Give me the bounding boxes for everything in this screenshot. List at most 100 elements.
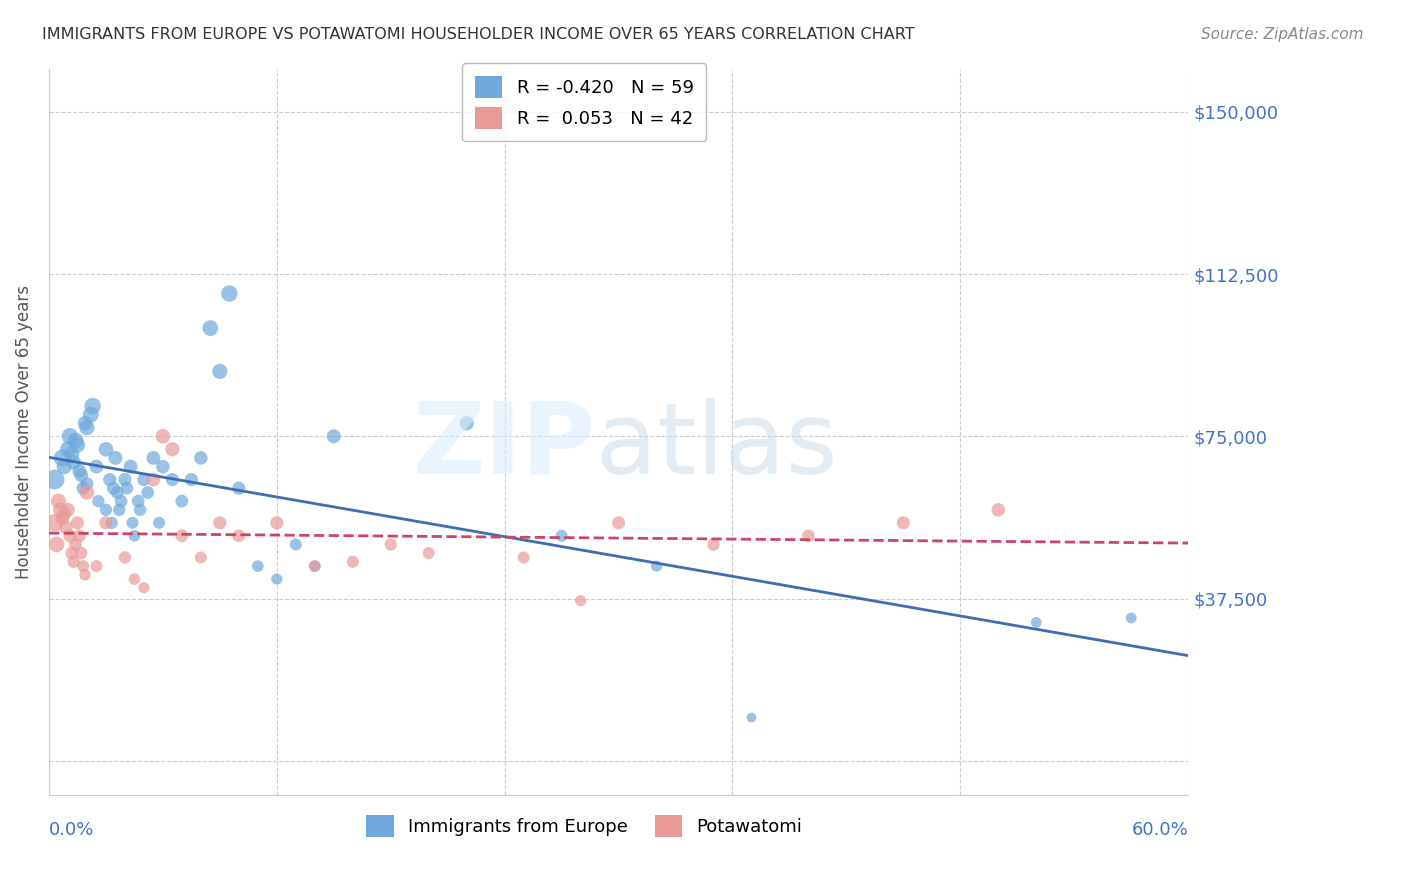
Point	[987, 503, 1010, 517]
Point	[893, 516, 915, 530]
Point	[200, 321, 222, 335]
Point	[121, 516, 143, 530]
Point	[70, 468, 93, 483]
Point	[162, 473, 184, 487]
Point	[44, 516, 66, 530]
Point	[94, 442, 117, 457]
Point	[180, 473, 202, 487]
Point	[56, 503, 79, 517]
Point	[45, 537, 67, 551]
Point	[73, 567, 96, 582]
Point	[76, 420, 98, 434]
Point	[266, 516, 288, 530]
Point	[56, 442, 79, 457]
Point	[66, 516, 89, 530]
Point	[304, 559, 326, 574]
Text: ZIP: ZIP	[413, 398, 596, 495]
Point	[190, 550, 212, 565]
Point	[132, 581, 155, 595]
Point	[304, 559, 326, 574]
Point	[569, 593, 592, 607]
Point	[44, 473, 66, 487]
Point	[76, 476, 98, 491]
Point	[124, 529, 146, 543]
Legend: Immigrants from Europe, Potawatomi: Immigrants from Europe, Potawatomi	[359, 808, 810, 845]
Point	[218, 286, 240, 301]
Point	[132, 473, 155, 487]
Point	[152, 429, 174, 443]
Point	[342, 555, 364, 569]
Point	[148, 516, 170, 530]
Point	[284, 537, 307, 551]
Point	[1025, 615, 1047, 630]
Point	[62, 555, 84, 569]
Y-axis label: Householder Income Over 65 years: Householder Income Over 65 years	[15, 285, 32, 579]
Text: Source: ZipAtlas.com: Source: ZipAtlas.com	[1201, 27, 1364, 42]
Point	[115, 481, 138, 495]
Point	[67, 464, 90, 478]
Point	[550, 529, 572, 543]
Point	[51, 511, 73, 525]
Point	[266, 572, 288, 586]
Point	[228, 529, 250, 543]
Point	[208, 516, 231, 530]
Point	[120, 459, 142, 474]
Point	[170, 529, 193, 543]
Text: atlas: atlas	[596, 398, 838, 495]
Point	[108, 503, 131, 517]
Point	[62, 455, 84, 469]
Text: 60.0%: 60.0%	[1132, 822, 1188, 839]
Point	[142, 450, 165, 465]
Point	[60, 546, 83, 560]
Point	[49, 503, 72, 517]
Point	[114, 550, 136, 565]
Point	[142, 473, 165, 487]
Point	[110, 494, 132, 508]
Point	[607, 516, 630, 530]
Point	[418, 546, 440, 560]
Point	[103, 481, 125, 495]
Point	[70, 546, 93, 560]
Point	[59, 429, 82, 443]
Point	[228, 481, 250, 495]
Point	[82, 399, 104, 413]
Text: IMMIGRANTS FROM EUROPE VS POTAWATOMI HOUSEHOLDER INCOME OVER 65 YEARS CORRELATIO: IMMIGRANTS FROM EUROPE VS POTAWATOMI HOU…	[42, 27, 915, 42]
Point	[797, 529, 820, 543]
Point	[136, 485, 159, 500]
Point	[59, 529, 82, 543]
Point	[87, 494, 110, 508]
Point	[67, 529, 90, 543]
Point	[94, 503, 117, 517]
Point	[124, 572, 146, 586]
Point	[72, 481, 94, 495]
Point	[73, 417, 96, 431]
Point	[380, 537, 402, 551]
Point	[208, 364, 231, 378]
Point	[53, 507, 76, 521]
Point	[94, 516, 117, 530]
Point	[512, 550, 534, 565]
Point	[65, 537, 87, 551]
Point	[114, 473, 136, 487]
Point	[170, 494, 193, 508]
Point	[72, 559, 94, 574]
Point	[702, 537, 724, 551]
Point	[65, 434, 87, 448]
Point	[456, 417, 478, 431]
Point	[60, 447, 83, 461]
Point	[53, 459, 76, 474]
Point	[246, 559, 269, 574]
Point	[98, 473, 121, 487]
Point	[322, 429, 344, 443]
Point	[190, 450, 212, 465]
Point	[127, 494, 149, 508]
Point	[104, 450, 127, 465]
Point	[645, 559, 668, 574]
Point	[55, 520, 77, 534]
Text: 0.0%: 0.0%	[49, 822, 94, 839]
Point	[105, 485, 128, 500]
Point	[1121, 611, 1143, 625]
Point	[152, 459, 174, 474]
Point	[80, 408, 103, 422]
Point	[48, 494, 70, 508]
